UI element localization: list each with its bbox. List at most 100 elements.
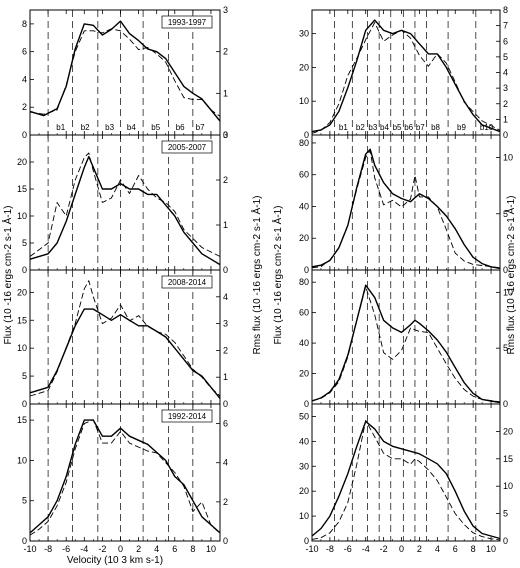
x-tick-label: -4: [80, 544, 88, 554]
bin-label: b5: [393, 123, 402, 132]
x-tick-label: 10: [486, 544, 496, 554]
y-tick-label: 15: [17, 184, 27, 194]
bin-label: b9: [457, 123, 466, 132]
plot-frame: [29, 9, 221, 136]
y-tick-label: 0: [304, 130, 309, 140]
y-right-tick-label: 6: [503, 36, 508, 46]
rms-flux-line: [311, 419, 501, 541]
right-y-axis-right-label: Rms flux (10 -16 ergs cm-2 s-1 Å-1): [504, 196, 517, 355]
y-right-tick-label: 1: [223, 220, 228, 230]
x-tick-label: 4: [435, 544, 440, 554]
y-tick-label: 50: [299, 411, 309, 421]
chart-panel-right-3: -10 -8 -6 -4 -2 0 2 4 6 8 10 0 10 20 30 40 50 0 5 10 15 20: [299, 403, 513, 554]
chart-panel-right-1: 0 20 40 60 80 0 5 10: [299, 134, 513, 275]
chart-panel-right-0: 0 10 20 30 0 1 2 3 4 5 6 7 8 b1 b2 b3 b4 b5 b6 b7 b8 b9 b10: [299, 5, 508, 140]
x-tick-label: 6: [172, 544, 177, 554]
x-tick-label: -10: [23, 544, 36, 554]
rms-flux-line: [29, 280, 221, 397]
y-tick-label: 10: [17, 211, 27, 221]
y-tick-label: 5: [22, 496, 27, 506]
y-right-tick-label: 0: [223, 399, 228, 409]
bin-label: b6: [176, 123, 185, 132]
mean-flux-line: [311, 19, 501, 133]
x-tick-label: 2: [136, 544, 141, 554]
y-tick-label: 2: [22, 102, 27, 112]
y-right-tick-label: 3: [223, 130, 228, 140]
y-right-tick-label: 4: [223, 458, 228, 468]
plot-frame: [29, 403, 221, 542]
period-label-box: [161, 140, 213, 154]
y-tick-label: 15: [17, 315, 27, 325]
bin-label: b2: [356, 123, 365, 132]
rms-flux-line: [311, 22, 501, 134]
y-tick-label: 40: [299, 338, 309, 348]
y-tick-label: 10: [17, 343, 27, 353]
mean-flux-line: [311, 148, 501, 270]
y-tick-label: 0: [22, 536, 27, 546]
x-tick-label: -6: [62, 544, 70, 554]
y-tick-label: 0: [22, 399, 27, 409]
y-right-tick-label: 0: [503, 536, 508, 546]
bin-label: b7: [416, 123, 425, 132]
period-label: 1993-1997: [168, 18, 207, 27]
y-tick-label: 20: [17, 287, 27, 297]
chart-panel-left-2: 0 5 10 15 20 0 1 2 3 4 2008-2014: [17, 269, 228, 409]
y-right-tick-label: 2: [223, 497, 228, 507]
y-right-tick-label: 0: [223, 130, 228, 140]
y-right-tick-label: 2: [223, 47, 228, 57]
y-tick-label: 0: [304, 265, 309, 275]
y-right-tick-label: 0: [223, 536, 228, 546]
y-right-tick-label: 3: [503, 83, 508, 93]
period-label-box: [161, 409, 213, 423]
y-tick-label: 6: [22, 47, 27, 57]
y-tick-label: 4: [22, 74, 27, 84]
y-tick-label: 0: [304, 536, 309, 546]
y-right-tick-label: 3: [223, 319, 228, 329]
y-right-tick-label: 20: [503, 426, 513, 436]
y-tick-label: 30: [299, 461, 309, 471]
bin-label: b4: [127, 123, 136, 132]
x-tick-label: -8: [326, 544, 334, 554]
period-label: 2008-2014: [168, 278, 207, 287]
period-label-box: [161, 15, 213, 29]
y-right-tick-label: 10: [503, 481, 513, 491]
y-right-tick-label: 6: [223, 419, 228, 429]
x-tick-label: 10: [206, 544, 216, 554]
y-right-tick-label: 3: [223, 5, 228, 15]
x-tick-label: 2: [417, 544, 422, 554]
y-right-tick-label: 0: [503, 130, 508, 140]
x-tick-label: 6: [453, 544, 458, 554]
y-right-tick-label: 1: [223, 88, 228, 98]
rms-flux-line: [29, 419, 221, 536]
mean-flux-line: [311, 420, 501, 540]
y-tick-label: 0: [22, 130, 27, 140]
y-tick-label: 60: [299, 308, 309, 318]
y-tick-label: 8: [22, 19, 27, 29]
y-tick-label: 40: [299, 436, 309, 446]
bin-label: b3: [368, 123, 377, 132]
bin-label: b4: [380, 123, 389, 132]
y-tick-label: 0: [304, 399, 309, 409]
x-tick-label: -4: [362, 544, 370, 554]
y-tick-label: 20: [299, 233, 309, 243]
plot-frame: [29, 269, 221, 405]
y-tick-label: 30: [299, 29, 309, 39]
chart-panel-right-2: 0 20 40 60 80 0 5 10: [299, 269, 513, 409]
y-right-tick-label: 2: [223, 345, 228, 355]
x-tick-label: -6: [344, 544, 352, 554]
x-tick-label: -8: [44, 544, 52, 554]
plot-frame: [29, 134, 221, 271]
left-y-axis-label: Flux (10 -16 ergs cm-2 s-1 Å-1): [1, 206, 14, 345]
bin-label: b5: [151, 123, 160, 132]
plot-frame: [311, 269, 501, 405]
rms-flux-line: [29, 152, 221, 257]
mean-flux-line: [311, 284, 501, 404]
y-tick-label: 20: [17, 157, 27, 167]
y-right-tick-label: 1: [223, 372, 228, 382]
bin-label: b10: [480, 123, 494, 132]
y-tick-label: 10: [299, 96, 309, 106]
y-right-tick-label: 0: [503, 399, 508, 409]
y-right-tick-label: 4: [503, 68, 508, 78]
chart-panel-left-3: -10 -8 -6 -4 -2 0 2 4 6 8 10 0 5 10 15 0 2 4 6 1992-2014: [17, 403, 228, 554]
